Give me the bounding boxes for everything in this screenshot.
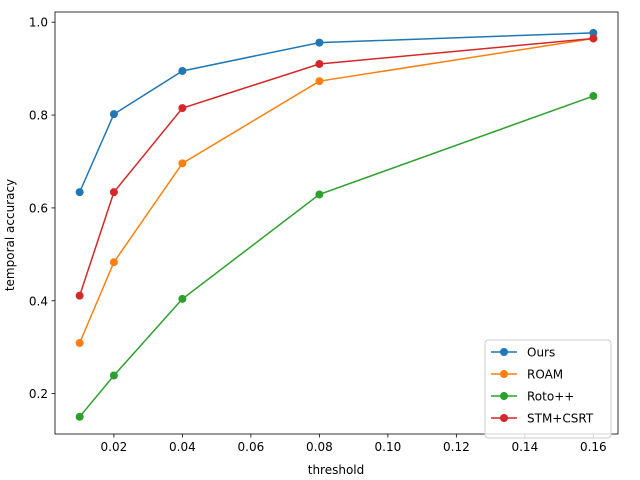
data-point-ours (589, 28, 598, 37)
x-tick-label: 0.12 (443, 440, 470, 454)
data-point-roam (178, 159, 187, 168)
data-point-stm-csrt (75, 291, 84, 300)
legend-marker-stm-csrt (500, 414, 508, 422)
data-point-roto (315, 190, 324, 199)
x-tick-label: 0.14 (511, 440, 538, 454)
data-point-roam (109, 258, 118, 267)
series-line-stm-csrt (78, 37, 594, 296)
x-tick-label: 0.16 (580, 440, 607, 454)
data-point-ours (75, 188, 84, 197)
legend-marker-roto (500, 392, 508, 400)
y-tick-label: 0.8 (29, 109, 48, 123)
legend-label-roto: Roto++ (527, 390, 574, 404)
data-point-roam (315, 77, 324, 86)
y-tick-label: 0.6 (29, 201, 48, 215)
legend-label-ours: Ours (527, 346, 555, 360)
data-point-stm-csrt (315, 59, 324, 68)
x-tick-label: 0.10 (375, 440, 402, 454)
y-tick-label: 0.4 (29, 294, 48, 308)
x-tick-label: 0.08 (306, 440, 333, 454)
x-tick-label: 0.06 (238, 440, 265, 454)
x-axis-label: threshold (308, 463, 365, 477)
data-point-ours (315, 38, 324, 47)
data-point-stm-csrt (109, 188, 118, 197)
legend-box (484, 339, 612, 439)
legend-label-stm-csrt: STM+CSRT (527, 412, 594, 426)
x-tick-label: 0.04 (169, 440, 196, 454)
plot-area: 0.02 0.04 0.06 0.08 0.10 0.12 0.14 0.16 0.2 0.4 0.… (29, 11, 619, 454)
x-tick-label: 0.02 (101, 440, 128, 454)
data-point-roto (109, 371, 118, 380)
data-point-roto (178, 294, 187, 303)
y-tick-label: 1.0 (29, 16, 48, 30)
series-line-ours (78, 32, 594, 193)
legend-label-roam: ROAM (527, 368, 563, 382)
data-point-roto (589, 92, 598, 101)
data-point-ours (109, 110, 118, 119)
legend-marker-ours (500, 348, 508, 356)
axes-frame (54, 11, 619, 435)
data-point-roam (75, 339, 84, 348)
data-point-roto (75, 412, 84, 421)
data-point-stm-csrt (178, 104, 187, 113)
data-point-ours (178, 66, 187, 75)
y-axis-label: temporal accuracy (3, 179, 17, 291)
data-point-stm-csrt (589, 34, 598, 43)
y-tick-label: 0.2 (29, 387, 48, 401)
legend: Ours ROAM Roto++ STM+CSRT (484, 339, 612, 439)
series-line-roam (78, 37, 594, 344)
legend-marker-roam (500, 370, 508, 378)
